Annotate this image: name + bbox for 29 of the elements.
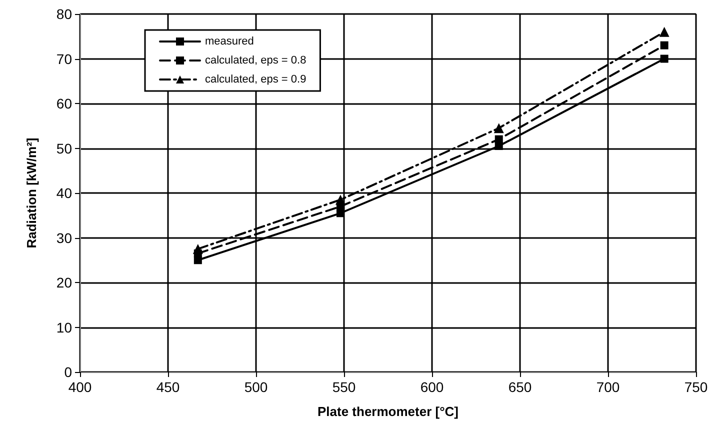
legend-label: measured [205,36,254,48]
point [660,54,668,63]
y-tick-label: 80 [56,6,72,22]
legend-label: calculated, eps = 0.8 [205,54,306,66]
legend-label: calculated, eps = 0.9 [205,74,306,86]
point [192,244,203,254]
x-axis-title: Plate thermometer [°C] [317,404,459,419]
y-axis-title: Radiation [kW/m²] [24,138,39,248]
x-tick-label: 650 [508,379,532,395]
y-tick-label: 40 [56,185,72,201]
x-tick-label: 700 [596,379,620,395]
point [494,135,503,144]
y-tick-label: 0 [64,364,72,380]
x-tick-label: 750 [684,379,708,395]
y-tick-label: 10 [56,319,72,336]
point [494,123,504,134]
x-tick-label: 500 [244,379,268,395]
y-tick-label: 20 [56,274,72,290]
x-tick-label: 600 [420,379,444,395]
y-tick-label: 70 [56,50,72,67]
x-tick-label: 450 [156,379,180,395]
x-tick-label: 550 [332,379,356,395]
point [335,194,346,205]
point [660,41,668,50]
y-tick-label: 30 [56,230,72,246]
x-tick-label: 400 [68,379,92,395]
y-tick-label: 60 [56,96,72,112]
point [659,26,670,37]
y-tick-label: 50 [56,140,72,156]
